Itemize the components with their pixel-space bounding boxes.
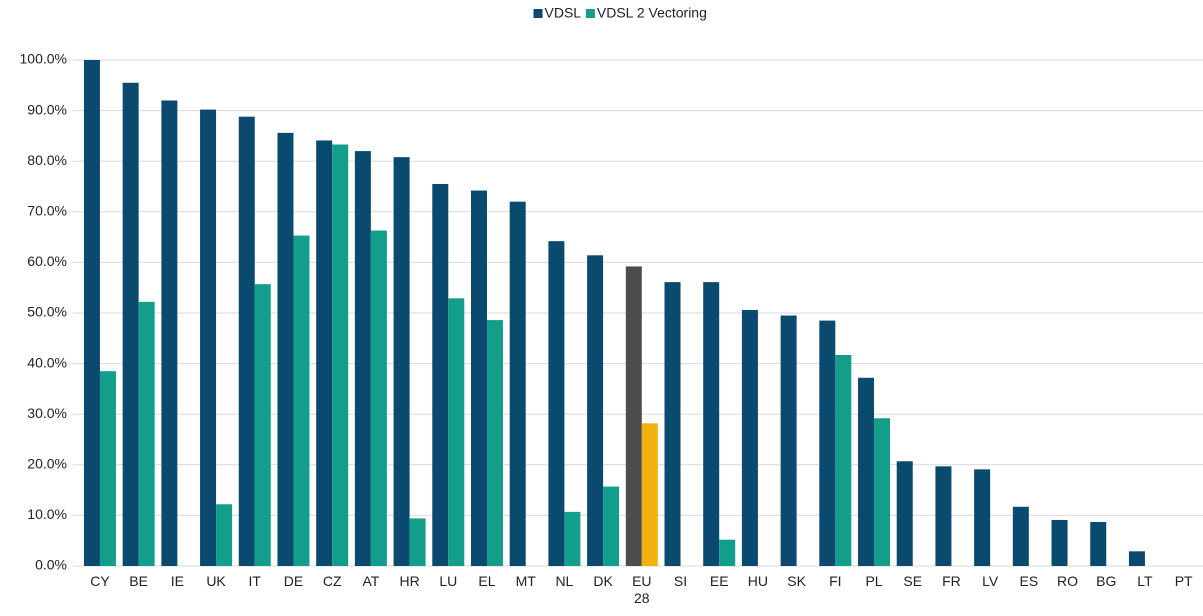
bar (741, 309, 758, 566)
bar (432, 183, 449, 566)
bar (874, 418, 891, 566)
x-tick-label: DE (283, 573, 304, 589)
x-tick-label: CY (90, 573, 110, 589)
x-tick-label: PL (865, 573, 883, 589)
y-tick-label: 90.0% (27, 101, 67, 117)
bar (122, 82, 139, 567)
bar (935, 466, 952, 566)
x-tick-label: MT (515, 573, 536, 589)
bar (393, 157, 410, 567)
x-tick-label: SK (787, 573, 806, 589)
bar (1128, 551, 1145, 566)
bar (564, 511, 581, 566)
x-tick-label: EE (709, 573, 729, 589)
bar (896, 461, 913, 566)
y-tick-label: 60.0% (27, 253, 67, 269)
bar (1051, 519, 1068, 566)
y-tick-label: 40.0% (27, 354, 67, 370)
x-tick-label: HR (399, 573, 420, 589)
x-tick-label: AT (362, 573, 380, 589)
x-tick-label: UK (206, 573, 226, 589)
bar (448, 298, 465, 566)
bar (486, 320, 503, 566)
x-tick-label: RO (1057, 573, 1079, 589)
bar (200, 109, 217, 566)
bar (719, 539, 736, 566)
x-tick-label: FI (829, 573, 842, 589)
bar (509, 201, 526, 566)
y-tick-label: 80.0% (27, 152, 67, 168)
bar (332, 144, 349, 566)
y-tick-label: 10.0% (27, 506, 67, 522)
bar (548, 241, 565, 566)
legend-label: VDSL (545, 5, 582, 21)
bar (587, 255, 604, 567)
y-tick-label: 70.0% (27, 203, 67, 219)
x-tick-label: IT (248, 573, 261, 589)
bar (1012, 506, 1029, 566)
bar (216, 504, 233, 566)
legend-label: VDSL 2 Vectoring (597, 5, 707, 21)
bar (277, 132, 294, 566)
bar (138, 301, 155, 566)
bar (354, 151, 371, 566)
bar (1090, 521, 1107, 566)
x-tick-label: FR (942, 573, 961, 589)
legend-swatch (585, 9, 595, 18)
y-tick-label: 50.0% (27, 304, 67, 320)
bar (603, 486, 620, 566)
bar (858, 377, 875, 566)
bar (293, 235, 310, 566)
bar (254, 284, 271, 566)
x-tick-label: IE (170, 573, 184, 589)
bar (99, 371, 116, 566)
bar (664, 282, 681, 566)
bar (409, 518, 426, 566)
x-tick-label: SE (903, 573, 923, 589)
bar (83, 60, 100, 566)
bar (238, 116, 255, 566)
x-tick-label: PT (1174, 573, 1193, 589)
x-tick-label: ES (1019, 573, 1039, 589)
bar (625, 266, 642, 566)
bar (974, 469, 991, 566)
x-tick-label: DK (593, 573, 613, 589)
bar (641, 423, 658, 566)
bar (703, 282, 720, 566)
bar (470, 190, 487, 566)
x-tick-label: EU 28 (632, 573, 652, 606)
legend-swatch (533, 9, 543, 18)
bar (370, 230, 387, 566)
y-tick-label: 20.0% (27, 456, 67, 472)
y-tick-label: 100.0% (20, 51, 67, 67)
bar (316, 140, 333, 567)
x-tick-label: CZ (322, 573, 342, 589)
bar (161, 100, 178, 566)
x-tick-label: LV (982, 573, 999, 589)
x-tick-label: NL (555, 573, 574, 589)
x-tick-label: EL (478, 573, 496, 589)
x-tick-label: BE (129, 573, 148, 589)
bar (835, 354, 852, 566)
x-tick-label: LU (439, 573, 458, 589)
x-tick-label: LT (1137, 573, 1153, 589)
bar (780, 315, 797, 566)
bar (819, 320, 836, 566)
x-tick-label: SI (673, 573, 688, 589)
x-tick-label: BG (1096, 573, 1117, 589)
y-tick-label: 30.0% (27, 405, 67, 421)
y-tick-label: 0.0% (35, 557, 67, 573)
x-tick-label: HU (747, 573, 769, 589)
